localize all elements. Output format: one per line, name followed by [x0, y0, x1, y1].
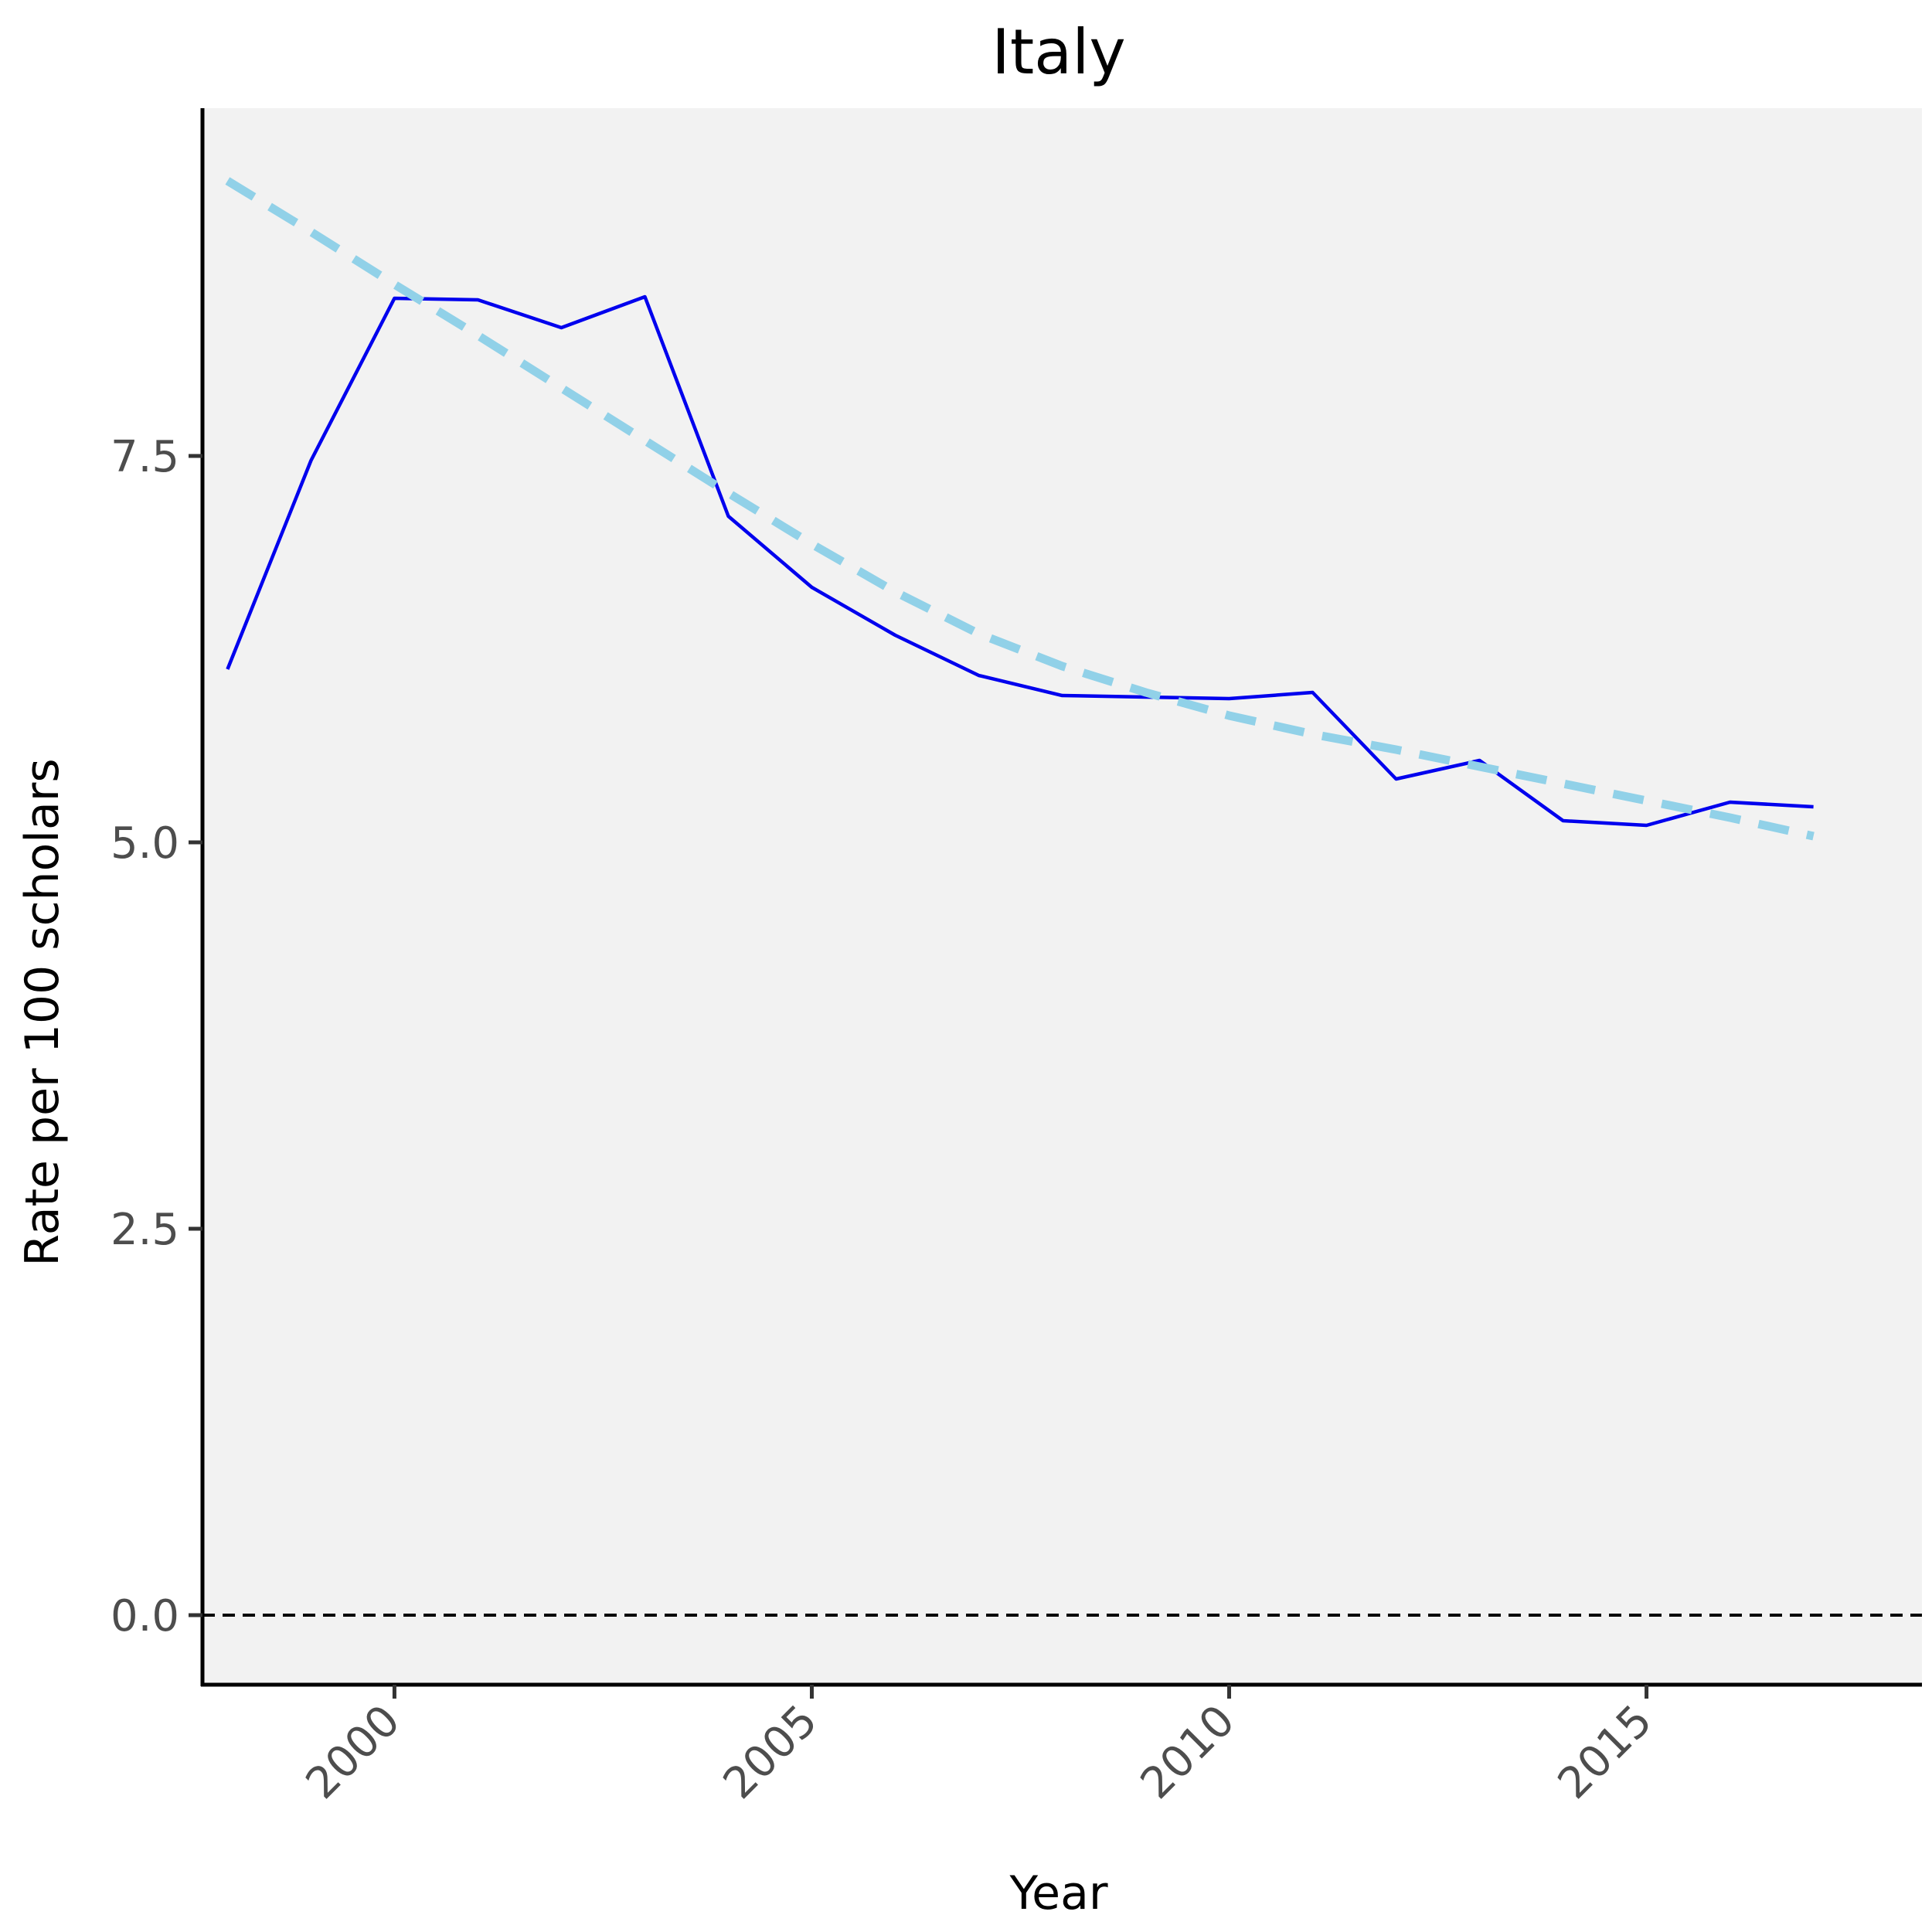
y-tick-label: 2.5	[111, 1205, 179, 1255]
rate-line	[226, 294, 1814, 828]
y-tick-label: 7.5	[111, 432, 179, 482]
y-tick-label: 5.0	[111, 818, 179, 869]
series-layer	[202, 177, 1922, 1617]
x-tick-label: 2005	[714, 1696, 828, 1809]
x-tick-label: 2010	[1131, 1696, 1245, 1809]
x-tick-label: 2000	[297, 1696, 410, 1809]
y-axis-title: Rate per 100 scholars	[15, 758, 70, 1266]
x-axis-title: Year	[1009, 1866, 1107, 1920]
x-tick-label: 2015	[1549, 1696, 1662, 1809]
chart-title: Italy	[992, 16, 1126, 88]
y-tick-label: 0.0	[111, 1591, 179, 1641]
plot-panel	[202, 108, 1922, 1685]
trend-line	[225, 177, 1815, 841]
